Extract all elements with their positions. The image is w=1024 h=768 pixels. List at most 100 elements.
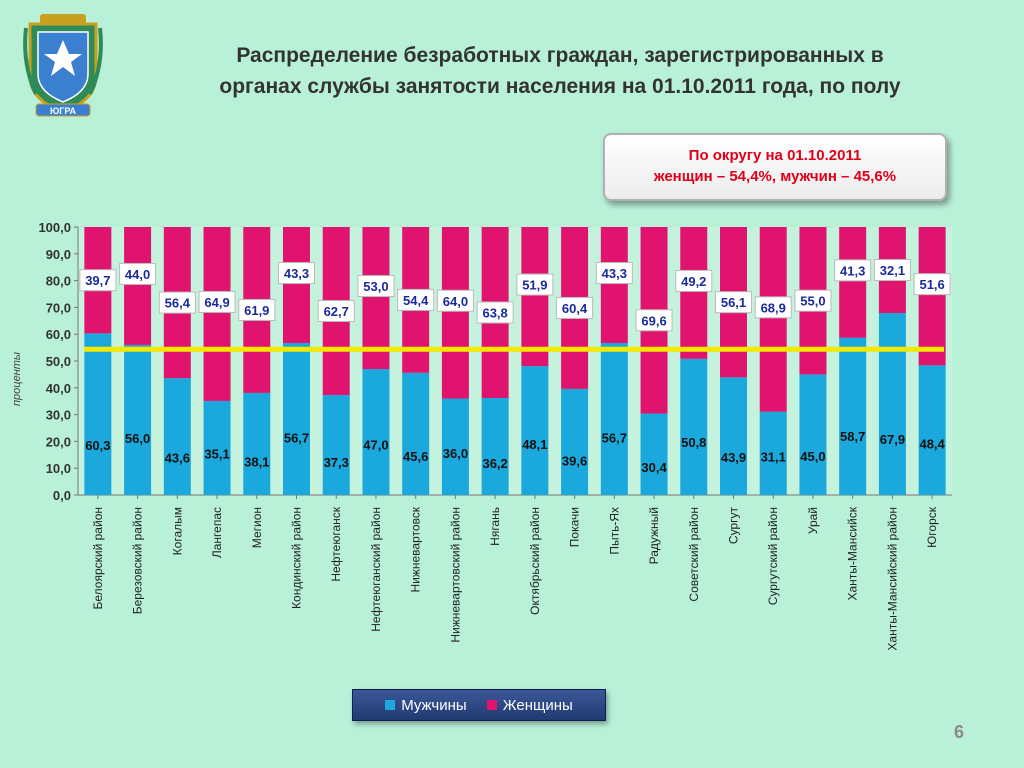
women-label-box [635, 309, 673, 332]
data-label-women: 69,6 [641, 313, 666, 328]
data-label-women: 55,0 [800, 294, 825, 309]
x-category-label: Пыть-Ях [607, 507, 621, 555]
data-label-men: 60,3 [85, 438, 110, 453]
bar-men [720, 377, 747, 495]
bar-men [799, 374, 827, 495]
callout-line-2: женщин – 54,4%, мужчин – 45,6% [653, 168, 897, 185]
bar-men [243, 392, 271, 495]
data-label-men: 58,7 [840, 429, 865, 444]
data-label-women: 61,9 [244, 303, 269, 318]
y-tick-label: 20,0 [46, 434, 71, 449]
bar-men [481, 397, 509, 495]
logo-text: ЮГРА [50, 106, 77, 116]
y-tick-label: 10,0 [46, 461, 71, 476]
data-label-women: 64,0 [443, 294, 468, 309]
data-label-men: 30,4 [641, 460, 667, 475]
women-label-box [873, 259, 911, 282]
bar-men [203, 400, 231, 495]
legend-item-men: Мужчины [385, 697, 467, 714]
title-line-1: Распределение безработных граждан, зарег… [236, 44, 884, 67]
bar-women [759, 227, 787, 412]
data-label-men: 56,7 [284, 430, 309, 445]
bar-men [124, 344, 152, 495]
data-label-men: 36,2 [482, 456, 507, 471]
women-label-box [278, 262, 315, 285]
bar-women [124, 227, 152, 345]
data-label-women: 39,7 [85, 273, 110, 288]
data-label-men: 50,8 [681, 435, 706, 450]
callout-line-1: По округу на 01.10.2011 [688, 147, 862, 164]
bar-men [918, 365, 946, 495]
bar-women [362, 227, 390, 370]
coat-of-arms-logo: ЮГРА [22, 14, 104, 120]
data-label-men: 36,0 [443, 446, 468, 461]
bar-women [680, 227, 708, 359]
data-label-women: 60,4 [562, 301, 588, 316]
x-category-label: Нижневартовск [409, 506, 423, 592]
data-label-women: 43,3 [602, 266, 627, 281]
data-label-men: 48,1 [522, 437, 547, 452]
x-category-label: Югорск [925, 506, 939, 548]
stacked-bar-chart: 0,0 10,0 20,0 30,0 40,0 50,0 60,0 70,0 80,0 90,0 1… [0, 212, 1024, 692]
y-tick-label: 40,0 [46, 381, 71, 396]
data-label-women: 62,7 [324, 304, 349, 319]
district-summary-callout: По округу на 01.10.2011 женщин – 54,4%, … [603, 133, 947, 201]
bar-men [640, 413, 668, 495]
x-category-label: Нягань [488, 507, 502, 546]
women-label-box [675, 269, 713, 292]
data-label-men: 48,4 [919, 437, 945, 452]
x-category-label: Сургут [727, 506, 741, 544]
women-label-box [516, 273, 554, 296]
x-category-label: Кондинский район [290, 507, 304, 609]
y-tick-label: 0,0 [53, 488, 71, 503]
data-label-women: 43,3 [284, 266, 309, 281]
women-label-box [556, 296, 594, 319]
women-label-box [715, 291, 752, 314]
data-label-men: 47,0 [363, 438, 388, 453]
data-label-women: 63,8 [482, 305, 507, 320]
women-label-box [119, 262, 157, 285]
bar-men [878, 313, 906, 495]
bar-men [163, 378, 191, 495]
legend-label-women: Женщины [502, 696, 573, 714]
page-number: 6 [953, 722, 964, 742]
data-label-women: 51,9 [522, 278, 547, 293]
y-tick-label: 100,0 [38, 220, 71, 235]
data-label-men: 43,6 [165, 450, 190, 465]
bar-men [402, 372, 430, 495]
data-label-men: 39,6 [562, 453, 587, 468]
data-label-women: 56,1 [721, 295, 746, 310]
data-label-men: 67,9 [880, 432, 905, 447]
bar-men [521, 366, 549, 495]
women-label-box [317, 300, 355, 323]
women-label-box [79, 269, 117, 292]
bar-women [441, 227, 469, 399]
y-tick-label: 70,0 [46, 300, 71, 315]
bar-men [84, 333, 112, 495]
women-label-box [158, 291, 196, 314]
x-category-label: Покачи [568, 507, 582, 547]
bar-men [441, 398, 469, 495]
women-label-box [834, 259, 872, 282]
x-category-label: Когалым [170, 507, 184, 555]
bar-men [680, 358, 708, 495]
legend-swatch-men [385, 700, 396, 710]
bar-men [759, 411, 787, 495]
x-category-label: Ханты-Мансийск [846, 506, 860, 600]
bar-men [561, 388, 589, 495]
x-category-label: Березовский район [131, 507, 145, 614]
y-tick-label: 80,0 [46, 274, 71, 289]
data-label-men: 31,1 [761, 450, 786, 465]
legend-swatch-women [486, 700, 497, 710]
y-tick-label: 30,0 [46, 408, 71, 423]
x-category-label: Сургутский район [766, 507, 780, 605]
page-title: Распределение безработных граждан, зарег… [120, 40, 1000, 102]
bar-women [521, 227, 549, 367]
y-tick-label: 90,0 [46, 247, 71, 262]
chart-legend: Мужчины Женщины [352, 689, 606, 721]
x-category-label: Мегион [250, 507, 264, 548]
data-label-women: 51,6 [919, 277, 944, 292]
data-label-women: 32,1 [880, 263, 905, 278]
bar-men [322, 395, 350, 495]
women-label-box [476, 301, 514, 324]
